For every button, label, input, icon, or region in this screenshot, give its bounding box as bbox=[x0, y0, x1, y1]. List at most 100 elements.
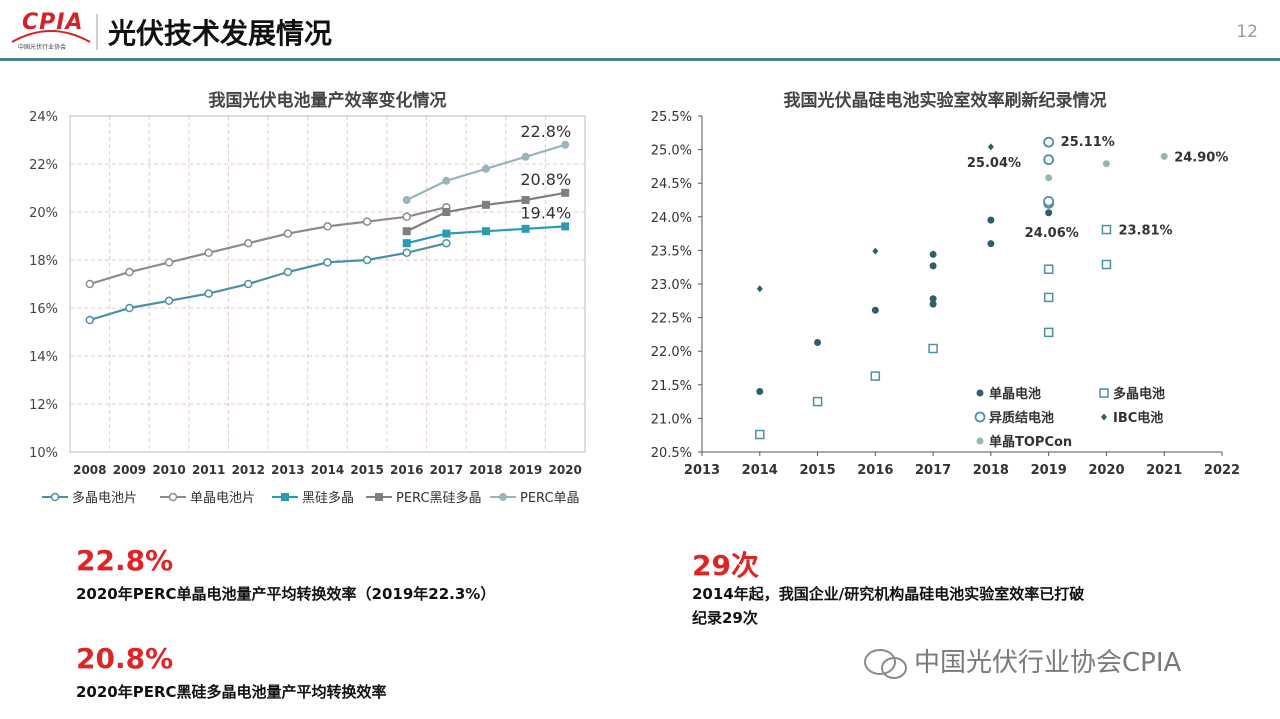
chart1-point bbox=[204, 248, 213, 258]
chart1-point bbox=[402, 248, 411, 258]
chart2-xtick-label: 2016 bbox=[857, 463, 893, 478]
chart1-legend-marker bbox=[281, 493, 289, 501]
chart1-plot-area bbox=[69, 115, 586, 453]
chart1-point bbox=[521, 224, 530, 233]
chart1-point bbox=[481, 227, 490, 236]
chart1-xtick-label: 2018 bbox=[469, 463, 502, 477]
chart1-point bbox=[85, 279, 95, 289]
chart1-point bbox=[561, 222, 570, 231]
chart2-point-1 bbox=[1101, 259, 1112, 270]
stat-records-desc-line1: 2014年起，我国企业/研究机构晶硅电池实验室效率已打破 bbox=[692, 585, 1085, 603]
chart2-ytick-label: 24.5% bbox=[651, 177, 692, 192]
chart2-annotation: 23.81% bbox=[1118, 224, 1172, 239]
chart2-xtick-label: 2021 bbox=[1146, 463, 1182, 478]
chart1-xtick-label: 2020 bbox=[548, 463, 581, 477]
chart2-point-0 bbox=[929, 295, 937, 303]
chart2-annotation: 24.06% bbox=[1025, 226, 1079, 241]
chart2-point-0 bbox=[756, 388, 764, 396]
chart2-point-2 bbox=[1043, 154, 1055, 166]
chart2-point-0 bbox=[929, 262, 937, 270]
chart1-legend-label: PERC黑硅多晶 bbox=[396, 490, 482, 506]
logo-subtitle: 中国光伏行业协会 bbox=[18, 44, 67, 51]
chart1-ytick-label: 12% bbox=[29, 398, 58, 413]
chart2-legend-marker bbox=[976, 437, 984, 445]
chart2-point-1 bbox=[1101, 224, 1112, 235]
chart2-point-4 bbox=[1102, 160, 1110, 168]
chart1-point bbox=[125, 267, 134, 277]
wechat-icon bbox=[864, 649, 907, 679]
chart1-point bbox=[362, 255, 372, 265]
chart1-xtick-label: 2010 bbox=[152, 463, 185, 477]
chart1-series-line-0 bbox=[89, 242, 447, 322]
chart2-point-0 bbox=[1045, 209, 1053, 217]
chart2-ytick-label: 22.0% bbox=[651, 345, 692, 360]
chart1-point bbox=[85, 315, 95, 325]
chart2-point-1 bbox=[812, 396, 823, 407]
chart1-point bbox=[442, 229, 451, 238]
chart1-legend-label: 单晶电池片 bbox=[190, 491, 255, 506]
chart2-annotation: 25.04% bbox=[967, 156, 1021, 171]
chart1-point bbox=[402, 212, 411, 222]
chart1-point bbox=[164, 296, 174, 306]
chart2-point-1 bbox=[755, 429, 765, 440]
page-title: 光伏技术发展情况 bbox=[108, 17, 333, 50]
stat-perc-multi-desc: 2020年PERC黑硅多晶电池量产平均转换效率 bbox=[76, 683, 387, 701]
chart2-point-3 bbox=[872, 247, 879, 255]
chart1-xtick-label: 2019 bbox=[509, 463, 542, 477]
chart2-annotation: 25.11% bbox=[1061, 135, 1115, 150]
chart2-xtick-label: 2020 bbox=[1088, 463, 1124, 478]
chart1-point bbox=[323, 258, 332, 267]
chart2-legend-label: 异质结电池 bbox=[989, 410, 1054, 426]
chart1-point bbox=[323, 222, 332, 231]
chart1-point bbox=[481, 164, 490, 173]
chart1-annotation: 19.4% bbox=[520, 203, 571, 222]
stat-perc-multi-value: 20.8% bbox=[76, 642, 174, 675]
chart2-legend-marker bbox=[974, 411, 986, 423]
chart2-ytick-label: 23.0% bbox=[651, 278, 692, 293]
chart2-point-1 bbox=[1043, 264, 1054, 274]
chart2-point-4 bbox=[1045, 174, 1053, 182]
chart1-xtick-label: 2011 bbox=[192, 463, 225, 477]
chart1-point bbox=[521, 196, 530, 204]
chart1-series-line-1 bbox=[89, 206, 447, 286]
chart2-legend-marker bbox=[1101, 413, 1107, 421]
chart1-point bbox=[402, 239, 411, 248]
chart2-xtick-label: 2014 bbox=[742, 463, 778, 478]
chart2-point-0 bbox=[929, 250, 937, 258]
chart2-point-1 bbox=[1043, 292, 1054, 303]
chart1-xtick-label: 2015 bbox=[350, 463, 383, 477]
chart2-point-1 bbox=[870, 371, 881, 381]
chart1-point bbox=[442, 176, 451, 185]
chart1-ytick-label: 24% bbox=[29, 110, 58, 125]
stat-perc-mono-desc: 2020年PERC单晶电池量产平均转换效率（2019年22.3%） bbox=[76, 585, 496, 603]
chart1-legend-label: PERC单晶 bbox=[520, 491, 580, 506]
chart2-ytick-label: 20.5% bbox=[651, 446, 692, 461]
chart2-xtick-label: 2022 bbox=[1204, 463, 1240, 478]
chart1-annotation: 22.8% bbox=[520, 122, 571, 141]
chart-production-efficiency: 我国光伏电池量产效率变化情况 10% 12% 14% 16% 18% 20% 22% 24% 20… bbox=[29, 90, 586, 506]
chart2-point-0 bbox=[987, 216, 995, 224]
chart1-point bbox=[402, 227, 411, 236]
chart1-legend-label: 黑硅多晶 bbox=[302, 490, 354, 506]
chart1-xtick-label: 2014 bbox=[311, 463, 344, 477]
chart2-point-1 bbox=[1043, 327, 1054, 338]
chart1-ytick-label: 10% bbox=[29, 446, 58, 461]
chart1-legend-label: 多晶电池片 bbox=[72, 490, 137, 506]
chart2-xtick-label: 2017 bbox=[915, 463, 951, 478]
chart1-title: 我国光伏电池量产效率变化情况 bbox=[209, 90, 447, 111]
chart1-point bbox=[362, 217, 372, 226]
chart1-point bbox=[283, 229, 293, 238]
chart2-xtick-label: 2013 bbox=[684, 463, 720, 478]
chart2-point-0 bbox=[814, 338, 822, 346]
header-rule bbox=[0, 58, 1280, 61]
chart1-legend-marker bbox=[499, 493, 507, 501]
chart1-ytick-label: 22% bbox=[29, 158, 58, 173]
chart1-point bbox=[125, 303, 134, 313]
chart2-title: 我国光伏晶硅电池实验室效率刷新纪录情况 bbox=[784, 90, 1107, 111]
chart1-annotation: 20.8% bbox=[520, 170, 571, 189]
chart2-point-2 bbox=[1043, 136, 1055, 148]
chart1-xtick-label: 2013 bbox=[271, 463, 304, 477]
chart2-ytick-label: 25.0% bbox=[651, 144, 692, 159]
chart2-ytick-label: 23.5% bbox=[651, 244, 692, 259]
chart1-legend-marker bbox=[50, 492, 60, 502]
